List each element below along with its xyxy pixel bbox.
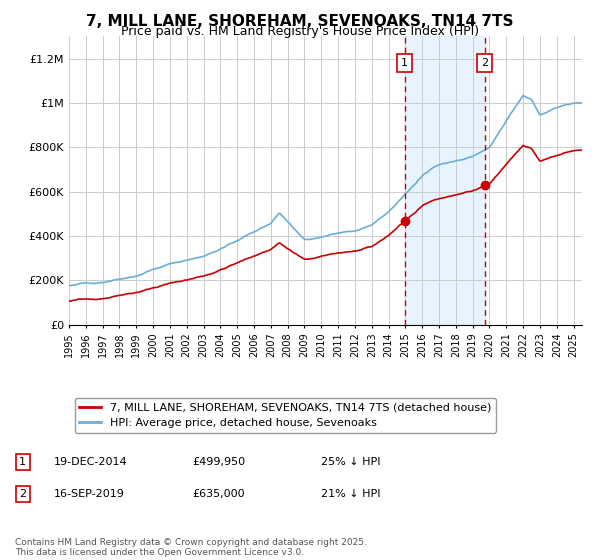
Text: Contains HM Land Registry data © Crown copyright and database right 2025.
This d: Contains HM Land Registry data © Crown c… [15,538,367,557]
Text: 19-DEC-2014: 19-DEC-2014 [54,457,128,467]
Text: £635,000: £635,000 [192,489,245,499]
Text: 16-SEP-2019: 16-SEP-2019 [54,489,125,499]
Text: 21% ↓ HPI: 21% ↓ HPI [321,489,380,499]
Text: £499,950: £499,950 [192,457,245,467]
Text: 1: 1 [19,457,26,467]
Text: 7, MILL LANE, SHOREHAM, SEVENOAKS, TN14 7TS: 7, MILL LANE, SHOREHAM, SEVENOAKS, TN14 … [86,14,514,29]
Bar [405,36,485,325]
Text: 2: 2 [481,58,488,68]
Text: 25% ↓ HPI: 25% ↓ HPI [321,457,380,467]
Text: Price paid vs. HM Land Registry's House Price Index (HPI): Price paid vs. HM Land Registry's House … [121,25,479,38]
Text: 1: 1 [401,58,408,68]
Legend: 7, MILL LANE, SHOREHAM, SEVENOAKS, TN14 7TS (detached house), HPI: Average price: 7, MILL LANE, SHOREHAM, SEVENOAKS, TN14 … [74,398,496,432]
Text: 2: 2 [19,489,26,499]
